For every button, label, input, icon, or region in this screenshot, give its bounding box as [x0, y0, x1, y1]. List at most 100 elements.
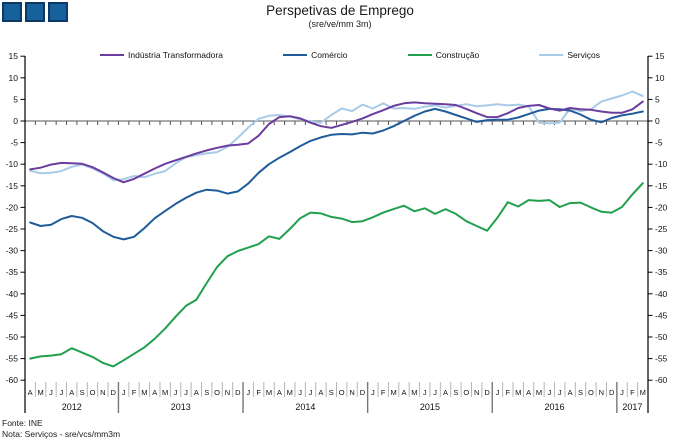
- x-month-label: J: [174, 388, 178, 397]
- y-axis-tick-label-right: -45: [655, 310, 668, 320]
- x-month-label: A: [28, 388, 33, 397]
- x-month-label: F: [630, 388, 635, 397]
- x-month-label: A: [318, 388, 323, 397]
- y-axis-tick-label-left: -40: [6, 289, 19, 299]
- y-axis-tick-label-left: 10: [9, 73, 19, 83]
- x-month-label: S: [453, 388, 458, 397]
- legend-item: Comércio: [283, 50, 348, 60]
- legend-label: Indústria Transformadora: [128, 50, 223, 60]
- legend-label: Comércio: [311, 50, 348, 60]
- x-month-label: D: [111, 388, 117, 397]
- x-month-label: S: [329, 388, 334, 397]
- x-month-label: A: [69, 388, 74, 397]
- y-axis-tick-label-right: -30: [655, 246, 668, 256]
- x-month-label: N: [100, 388, 105, 397]
- series-line-industria-transformadora: [29, 100, 644, 184]
- x-month-label: F: [256, 388, 261, 397]
- y-axis-tick-label-right: -20: [655, 202, 668, 212]
- y-axis-tick-label-right: 5: [655, 94, 660, 104]
- x-month-label: J: [371, 388, 375, 397]
- x-month-label: M: [141, 388, 147, 397]
- legend-label: Serviços: [567, 50, 600, 60]
- y-axis-tick-label-right: -25: [655, 224, 668, 234]
- y-axis-tick-label-right: -60: [655, 375, 668, 385]
- y-axis-tick-label-right: -50: [655, 332, 668, 342]
- x-month-label: J: [59, 388, 63, 397]
- x-month-label: A: [526, 388, 531, 397]
- legend-line-swatch-icon: [100, 53, 124, 57]
- x-month-label: J: [298, 388, 302, 397]
- x-year-label: 2014: [295, 402, 315, 412]
- x-month-label: A: [568, 388, 573, 397]
- logo-square-icon: [2, 2, 22, 22]
- y-axis-tick-label-left: -20: [6, 202, 19, 212]
- x-month-label: N: [599, 388, 604, 397]
- x-month-label: S: [578, 388, 583, 397]
- x-month-label: M: [515, 388, 521, 397]
- x-month-label: O: [90, 388, 96, 397]
- employment-line-chart: -60 -60-55 -55-50 -50-45 -45-40 -40-35 -35-30-…: [6, 51, 668, 413]
- y-axis-tick-label-right: -55: [655, 354, 668, 364]
- x-month-label: O: [588, 388, 594, 397]
- y-axis-tick-label-left: -25: [6, 224, 19, 234]
- legend-item: Indústria Transformadora: [100, 50, 223, 60]
- x-month-label: N: [349, 388, 354, 397]
- y-axis-tick-label-left: -60: [6, 375, 19, 385]
- y-axis-tick-label-left: -5: [10, 138, 18, 148]
- y-axis-tick-label-left: -15: [6, 181, 19, 191]
- y-axis-tick-label-right: -5: [655, 138, 663, 148]
- x-month-label: O: [214, 388, 220, 397]
- x-month-label: M: [536, 388, 542, 397]
- x-month-label: A: [443, 388, 448, 397]
- x-month-label: D: [235, 388, 241, 397]
- x-year-label: 2012: [62, 402, 82, 412]
- x-month-label: S: [80, 388, 85, 397]
- legend: Indústria Transformadora Comércio Construç…: [100, 50, 600, 60]
- y-axis-tick-label-left: -45: [6, 310, 19, 320]
- x-month-label: M: [390, 388, 396, 397]
- legend-line-swatch-icon: [407, 53, 432, 57]
- legend-item: Construção: [407, 50, 480, 60]
- x-month-label: J: [49, 388, 53, 397]
- legend-line-swatch-icon: [283, 53, 308, 57]
- x-month-label: J: [547, 388, 551, 397]
- x-month-label: J: [620, 388, 624, 397]
- logo-square-icon: [25, 2, 45, 22]
- series-line-servicos: [29, 90, 644, 182]
- x-month-label: A: [401, 388, 406, 397]
- y-axis-tick-label-left: -10: [6, 159, 19, 169]
- x-month-label: J: [496, 388, 500, 397]
- methodology-note: Nota: Serviços - sre/vcs/mm3m: [2, 429, 121, 439]
- x-month-label: J: [309, 388, 313, 397]
- y-axis-tick-label-left: -30: [6, 246, 19, 256]
- chart-subtitle: (sre/ve/mm 3m): [308, 19, 372, 29]
- y-axis-tick-label-right: -35: [655, 267, 668, 277]
- x-month-label: N: [474, 388, 479, 397]
- x-month-label: A: [152, 388, 157, 397]
- x-month-label: M: [162, 388, 168, 397]
- x-year-label: 2016: [545, 402, 565, 412]
- x-month-label: M: [266, 388, 272, 397]
- y-axis-tick-label-right: 15: [655, 51, 665, 61]
- x-month-label: F: [132, 388, 137, 397]
- y-axis-tick-label-left: 15: [9, 51, 19, 61]
- source-note: Fonte: INE: [2, 418, 43, 428]
- footer: Fonte: INE Nota: Serviços - sre/vcs/mm3m: [2, 418, 120, 440]
- legend-label: Construção: [435, 50, 480, 60]
- y-axis-tick-label-left: 5: [13, 94, 18, 104]
- x-month-label: M: [37, 388, 43, 397]
- logo-square-icon: [48, 2, 68, 22]
- y-axis-tick-label-left: 0: [13, 116, 18, 126]
- x-month-label: J: [558, 388, 562, 397]
- x-month-label: J: [246, 388, 250, 397]
- x-month-label: M: [411, 388, 417, 397]
- series-line-construcao: [29, 182, 644, 368]
- y-axis-tick-label-left: -55: [6, 354, 19, 364]
- logo-squares: [2, 2, 68, 22]
- x-month-label: M: [287, 388, 293, 397]
- x-month-label: J: [122, 388, 126, 397]
- x-month-label: J: [433, 388, 437, 397]
- x-month-label: O: [339, 388, 345, 397]
- x-month-label: N: [225, 388, 230, 397]
- y-axis-tick-label-right: -10: [655, 159, 668, 169]
